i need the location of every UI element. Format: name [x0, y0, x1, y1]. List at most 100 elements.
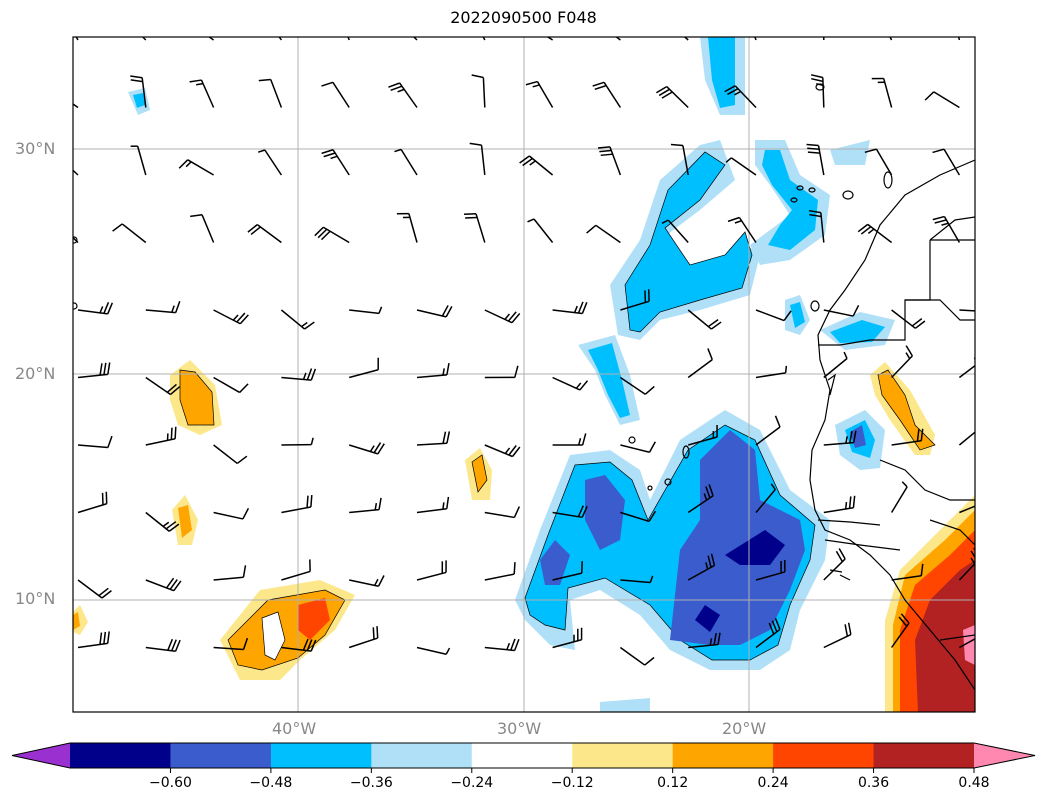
wind-barb-staff — [619, 646, 646, 666]
lat-label-30n: 30°N — [15, 139, 56, 158]
wind-barb-feather — [592, 81, 605, 87]
wind-barb-staff — [281, 506, 312, 514]
wind-barb-feather — [852, 305, 860, 317]
colorbar-segment — [773, 743, 875, 768]
wind-barb-feather — [597, 146, 611, 149]
wind-barb-feather — [808, 209, 821, 214]
wind-barb-feather — [970, 557, 975, 565]
wind-barb-staff — [145, 511, 170, 532]
wind-barb-feather — [107, 435, 113, 448]
wind-barb-staff — [480, 145, 486, 176]
wind-barb-feather — [446, 362, 450, 376]
wind-barb-feather — [587, 22, 596, 29]
wind-barb-feather — [768, 622, 775, 635]
wind-barb-feather — [857, 223, 869, 233]
wind-barb-staff — [416, 309, 447, 318]
wind-barb-feather — [185, 161, 192, 168]
wind-barb-feather — [165, 577, 175, 589]
wind-barb-staff — [77, 444, 108, 449]
wind-barb-feather — [905, 352, 911, 360]
wind-barb-feather — [166, 383, 177, 393]
wind-barb-feather — [507, 311, 517, 322]
wind-barb-feather — [374, 502, 378, 511]
wind-barb-staff — [121, 223, 147, 244]
lon-label-40w: 40°W — [272, 719, 317, 738]
colorbar-tick-label: −0.24 — [450, 775, 494, 791]
wind-barb-feather — [112, 223, 123, 232]
wind-barb-feather — [377, 575, 385, 587]
wind-barb-feather — [774, 415, 781, 428]
wind-barb-feather — [806, 143, 819, 147]
wind-barb-feather — [165, 521, 177, 530]
wind-barb-staff — [667, 219, 689, 243]
wind-barb-feather — [898, 616, 908, 627]
wind-barb-staff — [256, 224, 282, 244]
wind-barb-feather — [656, 85, 668, 94]
wind-barb-feather — [648, 441, 656, 453]
wind-barb-feather — [661, 219, 669, 224]
wind-barb-staff — [755, 309, 785, 322]
wind-barb-staff — [281, 646, 312, 652]
wind-barb-staff — [281, 376, 312, 381]
wind-barb-feather — [648, 510, 657, 522]
wind-barb-staff — [73, 103, 79, 109]
wind-barb-feather — [670, 143, 683, 147]
wind-barb-staff — [484, 573, 515, 581]
wind-barb-staff — [619, 376, 646, 395]
wind-barb-feather — [920, 563, 924, 576]
wind-barb-staff — [958, 364, 975, 379]
colorbar-tick-label: 0.48 — [958, 775, 990, 791]
wind-barb-staff — [213, 576, 244, 581]
wind-barb-feather — [849, 430, 853, 444]
wind-barb-staff — [280, 309, 306, 330]
wind-barb-feather — [810, 74, 823, 79]
wind-barb-feather — [310, 368, 317, 381]
wind-barb-feather — [901, 481, 908, 488]
wind-barb-feather — [727, 216, 740, 223]
wind-barb-staff — [688, 643, 719, 649]
colorbar — [11, 742, 1036, 773]
wind-barb-staff — [620, 579, 651, 584]
wind-barb-staff — [75, 37, 79, 41]
wind-barb-feather — [900, 613, 910, 624]
wind-barb-feather — [809, 213, 822, 218]
wind-barb-feather — [658, 88, 670, 97]
wind-barb-feather — [310, 494, 313, 508]
wind-barb-feather — [932, 148, 945, 154]
wind-barb-staff — [603, 81, 622, 108]
wind-barb-feather — [844, 624, 849, 637]
wind-barb-feather — [852, 430, 857, 443]
wind-barb-staff — [213, 646, 244, 651]
colorbar-extend-max — [974, 743, 1035, 768]
wind-barb-staff — [755, 372, 786, 379]
wind-barb-staff — [145, 376, 171, 396]
wind-barb-staff — [891, 439, 922, 446]
wind-barb-feather — [236, 312, 246, 323]
wind-barb-feather — [306, 368, 313, 381]
wind-barbs — [44, 19, 975, 666]
wind-barb-feather — [304, 321, 315, 330]
wind-barb-feather — [388, 22, 398, 28]
wind-barb-feather — [941, 222, 949, 226]
wind-barb-staff — [416, 442, 447, 446]
positive-anomaly-regions — [73, 360, 975, 712]
wind-barb-feather — [385, 19, 395, 25]
wind-barb-feather — [162, 521, 170, 527]
wind-barb-feather — [170, 427, 173, 440]
wind-barb-feather — [306, 495, 309, 508]
wind-barb-feather — [577, 438, 582, 446]
wind-barb-feather — [504, 447, 511, 454]
wind-barb-feather — [376, 626, 379, 639]
wind-barb-staff — [264, 149, 283, 176]
wind-barb-feather — [44, 90, 53, 98]
wind-barb-feather — [532, 84, 540, 88]
wind-barb-staff — [77, 579, 103, 599]
wind-barb-staff — [141, 77, 147, 108]
wind-barb-feather — [594, 84, 607, 91]
wind-barb-feather — [190, 27, 195, 32]
wind-barb-feather — [644, 385, 655, 395]
wind-barb-staff — [77, 373, 108, 379]
wind-barb-staff — [891, 575, 922, 581]
wind-barb-staff — [332, 81, 350, 108]
